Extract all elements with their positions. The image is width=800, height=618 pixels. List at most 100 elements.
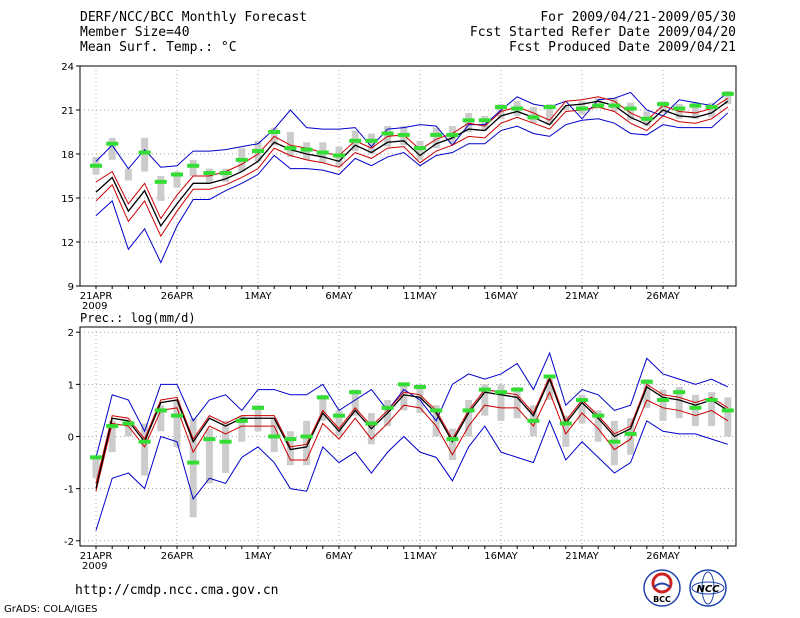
median-marker — [478, 387, 491, 392]
median-marker — [624, 431, 637, 436]
y-tick-label: 21 — [61, 106, 74, 117]
x-tick-label: 21MAY — [565, 551, 599, 562]
spread-bar — [465, 400, 473, 437]
median-marker — [462, 118, 475, 123]
median-marker — [365, 421, 378, 426]
spread-bar — [708, 392, 716, 427]
spread-bar — [724, 397, 732, 437]
median-marker — [219, 439, 232, 444]
chart-panel-2: -2 -1 0 1 2 21APR 26APR 1MAY 6MAY 11MAY 16MAY 21MAY… — [64, 326, 737, 572]
median-marker — [608, 439, 621, 444]
spread-bar — [303, 420, 311, 466]
median-marker — [219, 171, 232, 176]
median-marker — [721, 91, 734, 96]
ncc-logo-text: NCC — [696, 584, 720, 595]
median-marker — [154, 408, 167, 413]
spread-bar — [351, 389, 359, 416]
median-marker — [316, 150, 329, 155]
y-tick-label: 9 — [68, 282, 74, 293]
spread-bar — [432, 127, 440, 149]
median-marker — [203, 171, 216, 176]
median-marker — [300, 434, 313, 439]
started-date: Fcst Started Refer Date 2009/04/20 — [469, 25, 736, 40]
median-marker — [673, 106, 686, 111]
chart-title: DERF/NCC/BCC Monthly Forecast — [80, 10, 307, 25]
median-marker — [446, 132, 459, 137]
median-marker — [333, 413, 345, 418]
lower-line — [95, 390, 729, 492]
y-tick-label: 24 — [61, 62, 74, 73]
median-marker — [511, 387, 524, 392]
median-marker — [284, 437, 297, 442]
spread-bar — [400, 384, 408, 411]
x-year-label: 2009 — [82, 301, 107, 312]
mean-line — [95, 100, 729, 228]
median-marker — [495, 390, 507, 395]
x-tick-label: 21APR — [80, 291, 113, 302]
spread-bar — [578, 394, 586, 424]
median-marker — [414, 146, 426, 151]
x-year-label: 2009 — [82, 561, 107, 572]
spread-bar — [416, 384, 424, 414]
spread-bar — [222, 168, 230, 182]
spread-bar — [675, 386, 683, 419]
median-marker — [721, 408, 734, 413]
max-line — [95, 91, 729, 170]
bcc-logo-text: BCC — [653, 595, 671, 604]
median-marker — [138, 150, 151, 155]
spread-bar — [141, 423, 149, 476]
median-marker — [381, 405, 394, 410]
median-marker — [689, 103, 702, 108]
spread-bar — [124, 423, 132, 437]
median-marker — [430, 408, 443, 413]
lower-line — [95, 106, 729, 238]
median-marker — [640, 116, 653, 121]
x-tick-label: 26MAY — [646, 551, 680, 562]
spread-bar — [92, 457, 100, 479]
median-marker — [673, 390, 686, 395]
spread-bar — [691, 394, 699, 427]
median-marker — [284, 146, 297, 151]
median-marker — [576, 398, 588, 402]
median-marker — [300, 147, 313, 152]
y-tick-label: 1 — [68, 380, 74, 391]
median-marker — [349, 390, 362, 395]
spread-bar — [481, 384, 489, 416]
x-tick-label: 1MAY — [244, 291, 272, 302]
plot-frame — [79, 65, 737, 287]
mean-line — [95, 377, 729, 489]
median-marker — [462, 408, 475, 413]
spread-bar — [286, 132, 294, 157]
spread-bar — [643, 379, 651, 408]
spread-bar — [691, 102, 699, 119]
x-tick-label: 26APR — [161, 291, 194, 302]
median-marker — [349, 138, 362, 143]
spread-bar — [659, 389, 667, 421]
spread-bar — [724, 90, 732, 105]
median-marker — [705, 398, 718, 402]
min-line — [95, 419, 728, 531]
spread-bar — [562, 105, 570, 110]
x-tick-label: 6MAY — [325, 291, 353, 302]
median-marker — [187, 163, 200, 168]
spread-bar — [416, 140, 424, 160]
x-tick-label: 16MAY — [484, 291, 518, 302]
median-marker — [252, 405, 264, 410]
y-tick-label: -1 — [64, 485, 74, 496]
x-tick-label: 21APR — [80, 551, 113, 562]
spread-bar — [513, 386, 521, 419]
y-tick-label: 2 — [68, 328, 74, 339]
median-marker — [268, 130, 281, 134]
median-marker — [576, 106, 588, 111]
x-tick-label: 16MAY — [484, 551, 518, 562]
footer-url[interactable]: http://cmdp.ncc.cma.gov.cn — [75, 583, 279, 598]
median-marker — [154, 179, 167, 184]
spread-bar — [465, 112, 473, 132]
spread-bar — [189, 159, 197, 176]
spread-bar — [594, 98, 602, 109]
median-marker — [252, 149, 264, 154]
spread-bar — [222, 420, 230, 473]
y-tick-label: 0 — [68, 433, 74, 444]
spread-bar — [157, 176, 165, 201]
spread-bar — [659, 101, 667, 113]
